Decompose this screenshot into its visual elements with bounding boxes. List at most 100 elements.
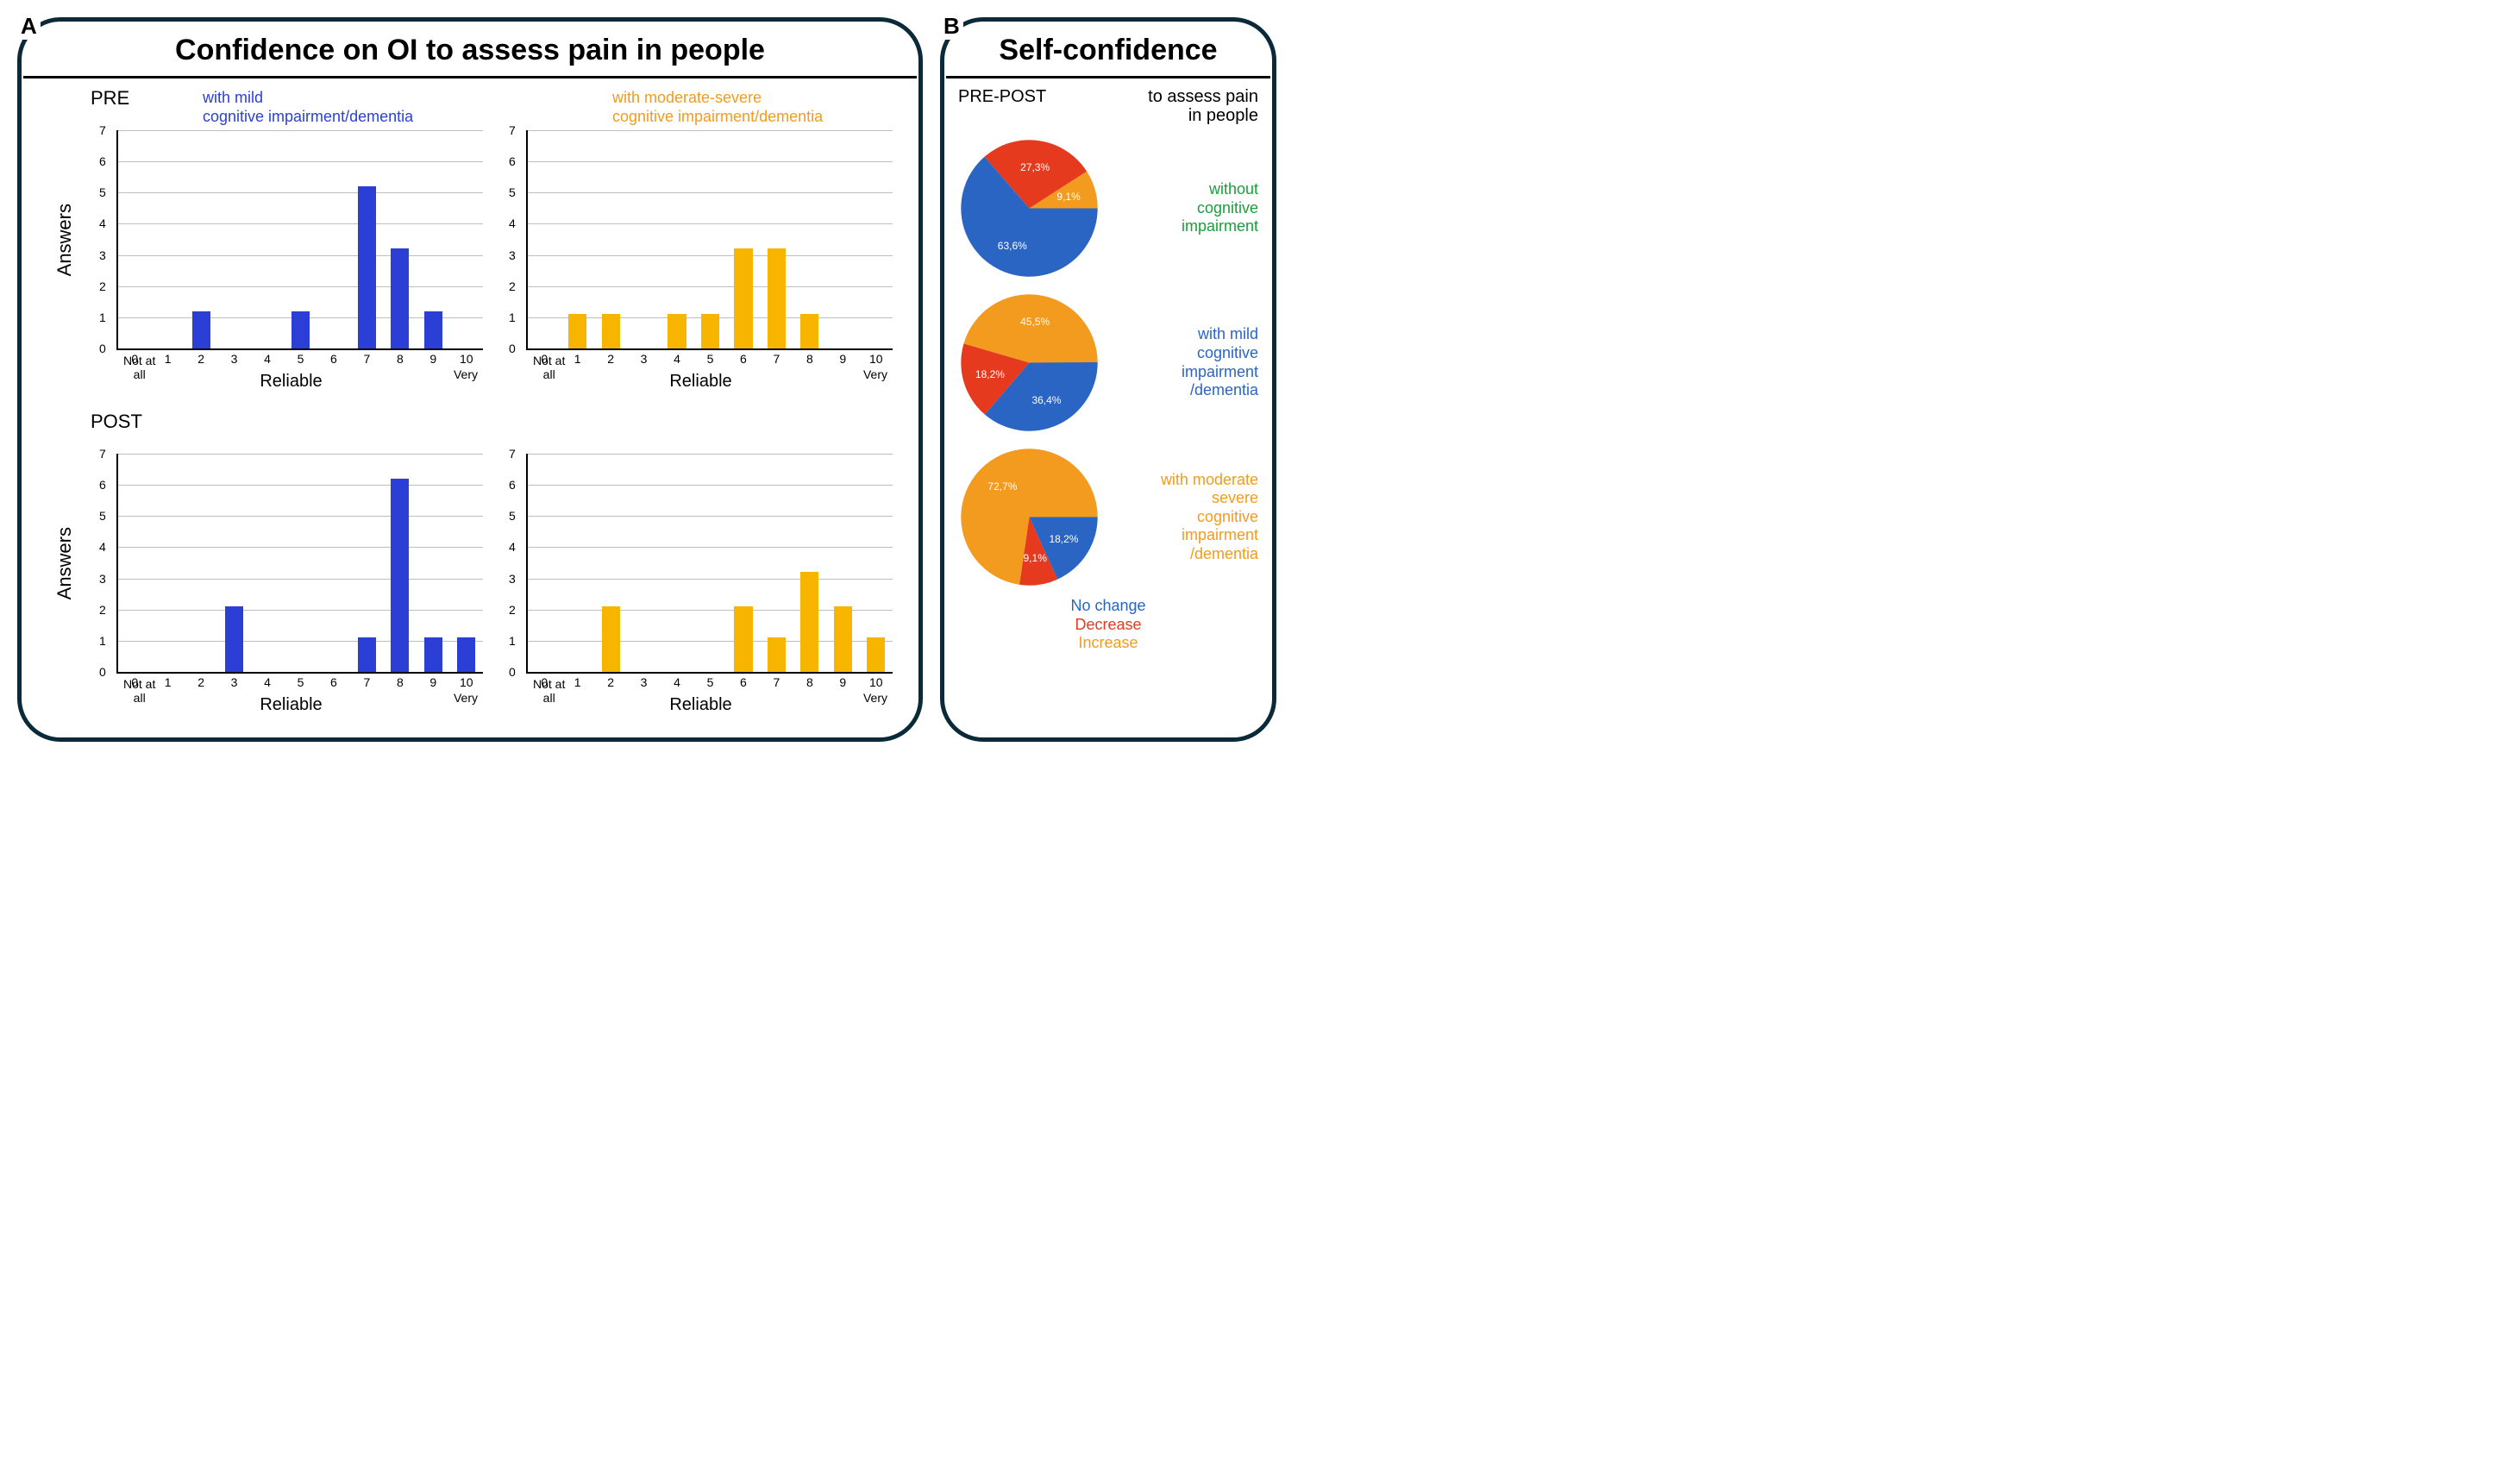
x-tick: 1 <box>574 675 581 689</box>
x-tick: 10 <box>460 352 473 366</box>
bar <box>291 311 310 348</box>
x-tick: 5 <box>298 675 304 689</box>
bar <box>424 637 442 672</box>
bar-slot: 1 <box>151 130 184 348</box>
header-right: to assess painin people <box>1148 87 1258 125</box>
bar <box>768 248 786 348</box>
x-end-right: Very <box>454 368 478 381</box>
x-tick: 1 <box>574 352 581 366</box>
legend-item: Increase <box>958 634 1258 653</box>
y-tick: 0 <box>509 665 516 679</box>
x-tick: 4 <box>264 352 271 366</box>
bar-slot: 4 <box>251 454 284 672</box>
pie-caption: withoutcognitiveimpairment <box>1111 180 1258 236</box>
bar <box>800 572 818 672</box>
x-axis-label: Reliable <box>260 695 322 715</box>
bar-slot: 9 <box>826 130 859 348</box>
x-axis-label: Reliable <box>669 372 731 392</box>
x-tick: 9 <box>429 675 436 689</box>
bar <box>734 606 752 672</box>
bar-slot: 6 <box>317 130 350 348</box>
x-axis-label: Reliable <box>260 372 322 392</box>
y-tick: 6 <box>99 154 106 168</box>
y-tick: 1 <box>99 634 106 648</box>
x-end-left: Not atall <box>533 354 565 381</box>
x-tick: 2 <box>607 352 614 366</box>
bar-slot: 10 <box>860 130 893 348</box>
bar-slot: 3 <box>627 130 660 348</box>
bar <box>701 314 719 348</box>
bar-slot: 8 <box>793 130 826 348</box>
y-tick: 5 <box>509 185 516 199</box>
panel-b-title: Self-confidence <box>946 22 1270 78</box>
x-tick: 7 <box>363 675 370 689</box>
bar <box>602 606 620 672</box>
bar-slot: 3 <box>217 130 250 348</box>
legend-item: Decrease <box>958 616 1258 635</box>
panel-a-label: A <box>17 13 41 40</box>
panel-a-body: Answers PREwith mildcognitive impairment/… <box>22 78 918 734</box>
bar <box>834 606 852 672</box>
panel-b-header: PRE-POST to assess painin people <box>958 87 1258 125</box>
x-end-left: Not atall <box>533 678 565 705</box>
prepost-label: PRE-POST <box>958 87 1046 125</box>
x-tick: 3 <box>641 675 648 689</box>
bar <box>225 606 243 672</box>
pie-chart: 72,7%9,1%18,2% <box>958 446 1100 588</box>
y-tick: 0 <box>509 342 516 355</box>
legend-item: No change <box>958 597 1258 616</box>
y-tick: 3 <box>99 248 106 262</box>
bar-slot: 2 <box>185 130 217 348</box>
y-axis-label-cell: Answers <box>47 411 82 717</box>
bar-slot: 10 <box>860 454 893 672</box>
y-tick: 7 <box>509 123 516 137</box>
bars: 012345678910 <box>528 454 893 672</box>
bar-slot: 1 <box>151 454 184 672</box>
y-tick: 2 <box>509 603 516 617</box>
x-end-right: Very <box>863 692 887 705</box>
bar-slot: 1 <box>561 454 593 672</box>
bar <box>457 637 475 672</box>
pie-caption: with mildcognitiveimpairment/dementia <box>1111 325 1258 399</box>
bar <box>391 479 409 672</box>
x-tick: 3 <box>231 675 238 689</box>
bars: 012345678910 <box>118 130 483 348</box>
y-tick: 1 <box>509 311 516 324</box>
bar <box>602 314 620 348</box>
bar-slot: 6 <box>727 130 760 348</box>
x-tick: 2 <box>607 675 614 689</box>
panel-a-title: Confidence on OI to assess pain in peopl… <box>23 22 917 78</box>
pie-chart: 9,1%27,3%63,6% <box>958 137 1100 279</box>
panel-b-label: B <box>940 13 963 40</box>
x-tick: 4 <box>674 675 680 689</box>
y-tick: 4 <box>509 216 516 230</box>
chart-plot-area: 01234567012345678910 <box>116 454 483 674</box>
chart-plot-area: 01234567012345678910 <box>116 130 483 350</box>
bars: 012345678910 <box>528 130 893 348</box>
bar-slot: 0 <box>528 454 561 672</box>
bar <box>568 314 586 348</box>
bar-slot: 7 <box>350 454 383 672</box>
x-tick: 4 <box>674 352 680 366</box>
y-tick: 2 <box>509 279 516 293</box>
bar-slot: 5 <box>284 130 317 348</box>
panel-b-body: PRE-POST to assess painin people 9,1%27,3%… <box>944 78 1272 734</box>
bar-slot: 7 <box>760 454 793 672</box>
chart-plot-area: 01234567012345678910 <box>526 454 893 674</box>
y-tick: 4 <box>509 540 516 554</box>
x-end-right: Very <box>863 368 887 381</box>
bar-chart: PREwith mildcognitive impairment/dementi… <box>91 87 492 393</box>
x-end-right: Very <box>454 692 478 705</box>
y-axis-label-cell: Answers <box>47 87 82 393</box>
bars: 012345678910 <box>118 454 483 672</box>
y-tick: 5 <box>99 509 106 523</box>
bar <box>391 248 409 348</box>
bar-slot: 10 <box>450 130 483 348</box>
y-tick: 4 <box>99 540 106 554</box>
series-label: with mildcognitive impairment/dementia <box>203 89 413 126</box>
charts-grid: Answers PREwith mildcognitive impairment/… <box>47 87 901 717</box>
bar <box>800 314 818 348</box>
bar-slot: 5 <box>693 454 726 672</box>
y-axis-label: Answers <box>53 204 76 276</box>
bar-slot: 0 <box>118 454 151 672</box>
